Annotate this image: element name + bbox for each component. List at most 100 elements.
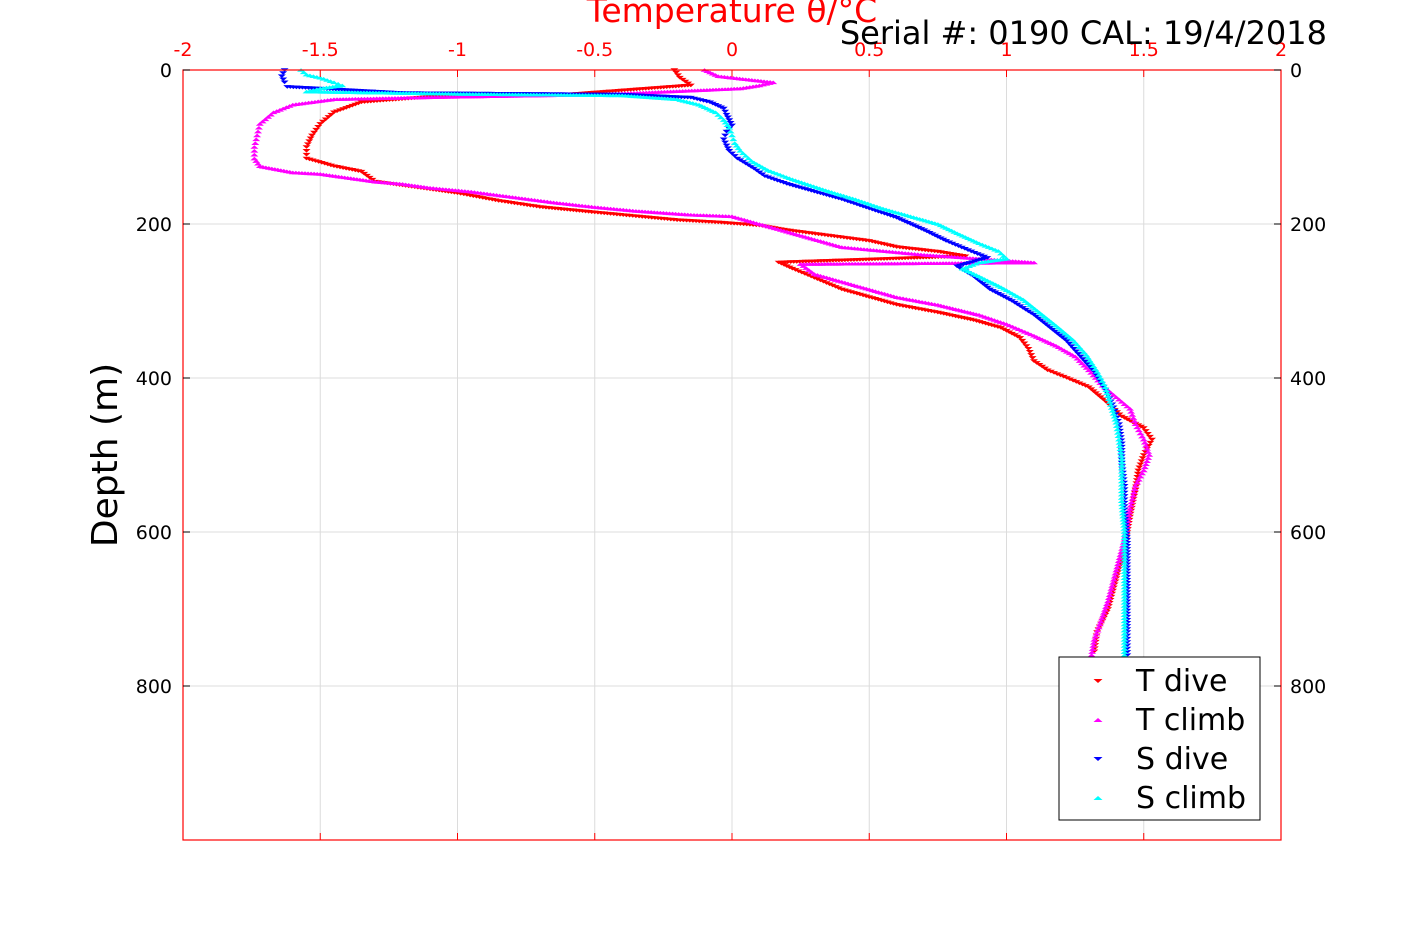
data-point [1113,431,1122,435]
data-point [1018,338,1027,343]
data-point [1082,353,1091,357]
data-point [1120,607,1129,611]
data-point [725,125,734,130]
y-tick-label-left: 400 [136,368,172,390]
data-point [255,122,264,126]
data-point [1085,364,1094,369]
data-point [1117,457,1126,461]
data-point [252,159,261,163]
data-point [1120,591,1129,596]
data-point [1077,347,1086,352]
data-point [1103,391,1112,395]
data-point [360,171,369,176]
data-point [1028,356,1037,360]
data-point [1120,561,1129,565]
data-point [1087,653,1096,657]
data-point [1120,619,1129,624]
data-point [1141,462,1150,467]
data-point [1027,353,1036,357]
data-point [1081,359,1090,364]
data-point [726,129,735,134]
data-point [1133,480,1142,485]
data-point [1096,395,1105,399]
y-tick-label-right: 400 [1290,368,1326,390]
data-point [1120,557,1129,562]
data-point [1129,490,1138,495]
x-tick-label: 2 [1275,39,1287,61]
data-point [1089,389,1098,393]
data-point [1094,625,1103,630]
data-point [1106,590,1115,594]
data-point [1140,465,1149,470]
data-point [717,115,726,120]
x-tick-label: -2 [174,39,193,61]
data-point [1131,422,1140,426]
data-point [1108,584,1117,588]
y-tick-label-left: 800 [136,676,172,698]
data-point [1087,387,1096,392]
data-point [1119,514,1128,519]
data-point [1074,352,1083,356]
data-point [1120,533,1129,537]
series-t-dive [302,68,1156,654]
legend: T dive T climb S dive S climb [1058,656,1261,821]
data-point [1119,520,1128,525]
data-point [1139,468,1148,473]
chart-title: Temperature θ/°C [586,0,877,30]
data-point [1147,437,1156,442]
data-point [1145,434,1154,439]
data-point [258,119,267,124]
data-point [1146,440,1155,445]
data-point [1089,364,1098,368]
data-point [1115,441,1124,445]
data-point [1116,447,1125,452]
data-point [1115,437,1124,442]
data-point [1016,336,1025,340]
data-point [1134,468,1143,473]
data-point [722,143,731,148]
data-point [1084,385,1093,390]
data-point [1118,511,1127,516]
data-point [1120,597,1129,602]
data-point [1120,564,1129,568]
data-point [1129,416,1138,420]
data-point [310,130,319,135]
data-point [1114,434,1123,439]
data-point [1139,426,1148,430]
legend-label: T dive [1135,664,1227,699]
data-point [723,115,732,120]
data-point [1135,465,1144,470]
data-point [1118,502,1127,507]
data-point [269,110,278,115]
data-point [1120,545,1129,550]
data-point [312,127,321,132]
data-point [1117,482,1126,487]
data-point [1120,610,1129,614]
legend-marker [1093,717,1103,723]
data-point [981,283,990,288]
x-tick-label: -1.5 [302,39,339,61]
data-point [997,251,1006,256]
data-point [1120,622,1129,627]
data-point [1099,611,1108,615]
data-point [250,156,259,161]
data-point [1065,341,1074,346]
data-point [1120,570,1129,574]
data-point [1055,333,1064,338]
data-point [1143,447,1152,451]
data-point [357,169,366,174]
data-point [1083,362,1092,366]
data-point [1105,400,1114,404]
data-point [253,133,262,138]
x-tick-label: 1 [1000,39,1012,61]
data-point [1120,647,1129,651]
data-point [1120,638,1129,642]
y-tick-label-right: 800 [1290,676,1326,698]
data-point [1062,339,1071,343]
data-point [1126,503,1135,508]
data-point [1020,341,1029,346]
data-point [725,149,734,153]
data-point [976,280,985,284]
